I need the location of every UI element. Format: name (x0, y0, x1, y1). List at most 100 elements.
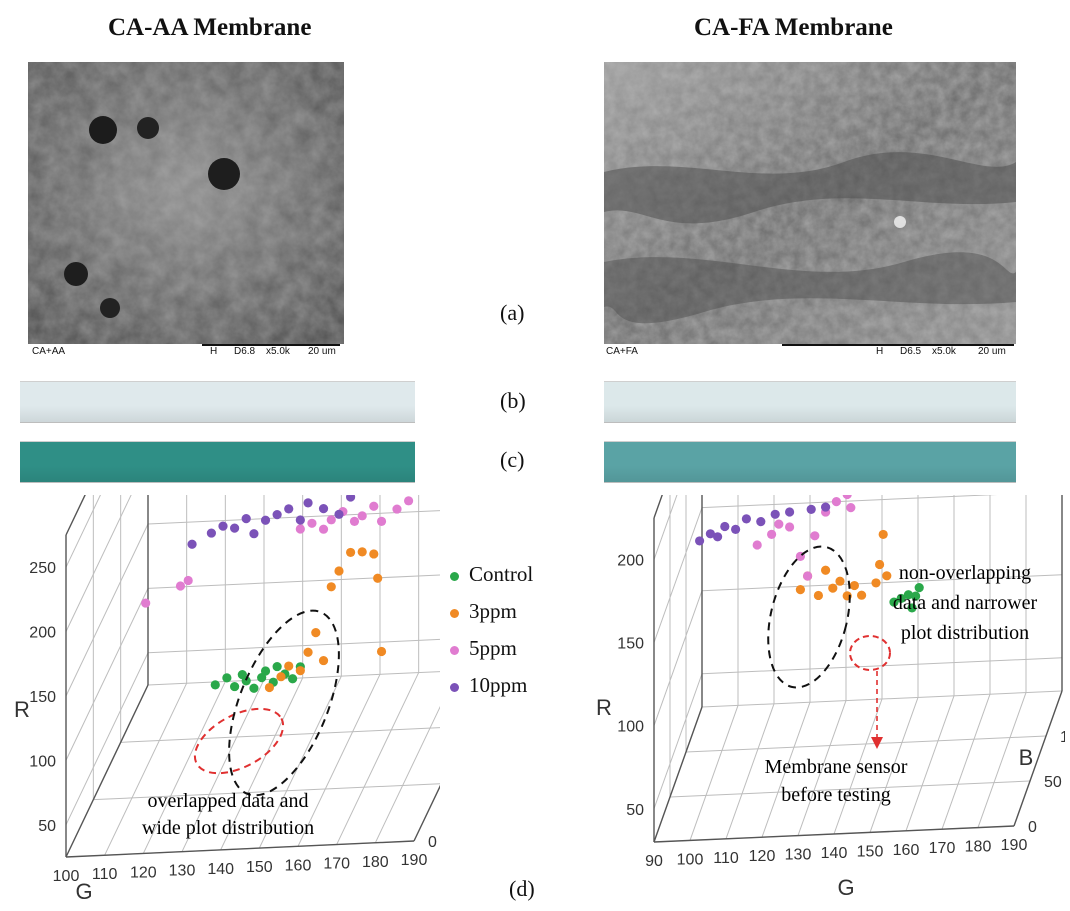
x-tick-label: 150 (857, 843, 884, 860)
data-point-control (272, 661, 282, 672)
data-point-control (210, 680, 220, 690)
grid-line (653, 706, 703, 843)
annotation-text: wide plot distribution (142, 817, 314, 839)
plot-marks (695, 495, 924, 613)
arrow-head (871, 737, 883, 749)
y-tick-label: 100 (617, 719, 644, 736)
grid-line (653, 590, 703, 726)
data-point-3ppm (376, 646, 387, 657)
x-tick-label: 130 (785, 847, 812, 864)
data-point-5ppm (846, 503, 856, 513)
grid-line (65, 495, 132, 632)
grid-line (653, 673, 703, 809)
data-point-3ppm (284, 661, 294, 671)
sem-working-distance: D6.8 (234, 346, 256, 357)
legend-label: 10ppm (469, 673, 528, 697)
legend-label: 3ppm (469, 599, 517, 623)
legend-swatch (450, 571, 459, 581)
x-tick-label: 190 (1001, 837, 1028, 854)
x-axis-label: G (837, 875, 854, 900)
data-point-3ppm (878, 529, 888, 540)
x-tick-label: 120 (130, 864, 157, 881)
data-point-5ppm (752, 540, 762, 550)
x-tick-label: 160 (285, 857, 312, 874)
data-point-5ppm (318, 524, 329, 534)
sem-sample-label: CA+FA (606, 346, 638, 357)
sem-image-left (28, 62, 344, 344)
sem-texture-right (604, 62, 1016, 344)
grid-line (685, 735, 1047, 753)
membrane-strip-c-left (20, 441, 415, 483)
x-tick-label: 160 (893, 842, 920, 859)
data-point-5ppm (810, 531, 820, 541)
z-tick-label: 100 (1060, 729, 1065, 746)
membrane-strip-b-right (604, 381, 1016, 423)
data-point-10ppm (230, 523, 240, 533)
data-point-5ppm (357, 511, 367, 521)
annotation-text: overlapped data and (147, 790, 308, 812)
left-title: CA-AA Membrane (108, 14, 312, 41)
legend-swatch (450, 608, 459, 618)
y-tick-label: 200 (617, 553, 644, 570)
data-point-3ppm (264, 682, 274, 693)
data-point-3ppm (813, 590, 823, 601)
grid-line (142, 681, 226, 854)
y-axis-label: R (596, 695, 612, 720)
scale-bar (202, 344, 340, 346)
y-tick-label: 50 (38, 818, 56, 835)
grid-line (701, 574, 1063, 592)
data-point-5ppm (842, 495, 852, 500)
data-point-10ppm (731, 524, 741, 534)
data-point-5ppm (307, 518, 317, 528)
legend-item-control: Control (450, 562, 533, 587)
x-tick-label: 140 (207, 861, 234, 878)
data-point-10ppm (303, 498, 313, 508)
z-axis-label: B (1019, 745, 1034, 770)
data-point-3ppm (357, 547, 367, 557)
data-point-3ppm (311, 628, 321, 638)
data-point-control (222, 673, 232, 683)
sem-caption-right: CA+FA H D6.5 x5.0k 20 um (604, 344, 1016, 360)
y-tick-label: 200 (29, 625, 56, 642)
x-tick-label: 170 (929, 840, 956, 857)
data-point-5ppm (767, 529, 777, 540)
legend-label: 5ppm (469, 636, 517, 660)
grid-line (413, 784, 440, 842)
grid-line (701, 690, 1063, 708)
scatter-plot-ca-aa: 100 110 120 130 140 150 160 170 180 190 50 100 150 20… (14, 495, 440, 904)
data-point-10ppm (695, 536, 705, 546)
data-point-10ppm (295, 515, 305, 525)
legend-item-5ppm: 5ppm (450, 636, 533, 661)
grid-line (689, 705, 739, 841)
sem-scale-label: 20 um (308, 346, 336, 357)
data-point-3ppm (882, 571, 892, 581)
data-point-3ppm (303, 647, 313, 657)
x-tick-label: 180 (362, 854, 389, 871)
grid-line (65, 652, 149, 826)
data-point-10ppm (770, 509, 780, 519)
data-point-control (914, 583, 924, 593)
data-point-5ppm (295, 524, 305, 534)
plot-grid: 100 110 120 130 140 150 160 170 180 190 50 100 150 20… (14, 495, 440, 904)
x-tick-label: 190 (401, 852, 428, 869)
x-axis-label: G (75, 879, 92, 904)
y-axis-label: R (14, 697, 30, 722)
y-tick-label: 150 (617, 636, 644, 653)
sem-image-right (604, 62, 1016, 344)
y-tick-label: 250 (29, 560, 56, 577)
data-point-5ppm (404, 496, 414, 506)
x-tick-label: 180 (965, 839, 992, 856)
red-dashed-circle (849, 635, 891, 671)
data-point-10ppm (260, 515, 271, 525)
data-point-3ppm (373, 573, 383, 583)
data-point-5ppm (376, 516, 387, 526)
data-point-10ppm (206, 528, 216, 538)
x-tick-label: 140 (821, 845, 848, 862)
data-point-5ppm (326, 515, 336, 525)
data-point-10ppm (785, 507, 795, 517)
sem-magnification: x5.0k (932, 346, 956, 357)
data-point-5ppm (785, 522, 795, 532)
grid-line (797, 700, 847, 836)
data-point-3ppm (318, 655, 329, 666)
data-point-5ppm (831, 497, 841, 507)
